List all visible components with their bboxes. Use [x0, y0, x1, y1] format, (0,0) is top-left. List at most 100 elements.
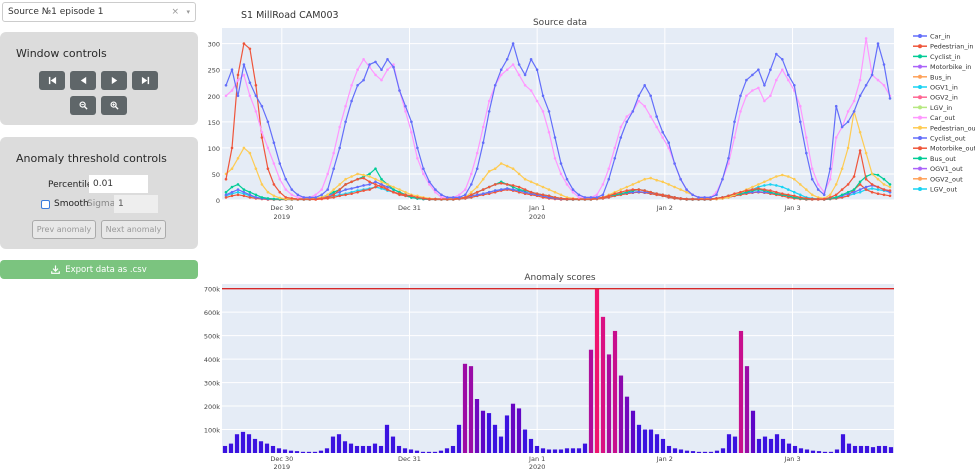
series-point [296, 193, 300, 197]
series-point [840, 125, 844, 129]
anomaly-bar [672, 448, 678, 453]
y-tick-label: 200k [204, 403, 220, 411]
series-point [882, 188, 886, 191]
series-point [422, 172, 425, 176]
series-point [864, 37, 868, 40]
series-point [834, 196, 838, 199]
zoom-out-button[interactable] [70, 96, 96, 115]
series-line-car_out [225, 38, 891, 198]
series-point [499, 68, 503, 71]
series-point [846, 146, 850, 150]
series-point [601, 193, 605, 197]
legend-marker [918, 54, 922, 59]
anomaly-bar [606, 354, 612, 453]
series-point [266, 197, 270, 200]
percentile-input[interactable]: 0.01 [89, 175, 148, 193]
series-point [805, 197, 808, 200]
series-point [428, 183, 431, 186]
series-point [631, 188, 635, 191]
next-anomaly-button[interactable]: Next anomaly [101, 220, 166, 239]
export-csv-button[interactable]: Export data as .csv [0, 260, 198, 279]
step-back-button[interactable] [70, 71, 96, 90]
series-point [374, 60, 377, 64]
skip-back-button[interactable] [39, 71, 65, 90]
series-point [410, 120, 413, 124]
skip-forward-button[interactable] [132, 71, 158, 90]
series-point [852, 110, 856, 113]
series-point [332, 151, 335, 155]
series-point [248, 190, 252, 194]
series-point [224, 190, 228, 194]
source-select[interactable]: Source №1 episode 1 × ▾ [2, 2, 196, 22]
series-point [858, 94, 862, 98]
series-point [529, 89, 533, 92]
series-point [787, 193, 790, 197]
series-point [637, 94, 641, 98]
series-point [314, 193, 317, 197]
series-point [852, 188, 856, 191]
series-point [481, 177, 485, 181]
legend-marker [918, 166, 922, 171]
series-point [326, 188, 329, 191]
series-point [230, 89, 234, 92]
series-point [840, 188, 844, 191]
series-point [374, 177, 377, 181]
zoom-in-button[interactable] [101, 96, 127, 115]
series-point [224, 193, 228, 197]
series-point [846, 190, 850, 194]
sigma-input[interactable]: 1 [114, 195, 158, 213]
series-point [876, 78, 880, 82]
series-point [236, 188, 240, 191]
series-point [493, 84, 497, 87]
zoom-in-icon [109, 101, 119, 110]
series-point [553, 136, 557, 139]
series-point [386, 183, 389, 186]
series-point [344, 188, 347, 191]
series-point [799, 193, 802, 197]
clear-icon[interactable]: × [171, 7, 179, 17]
series-point [272, 183, 276, 186]
anomaly-bar [516, 408, 522, 453]
series-point [242, 190, 246, 194]
series-point [320, 193, 323, 197]
anomaly-bar [234, 434, 240, 453]
series-point [541, 193, 545, 197]
series-point [248, 81, 252, 84]
series-point [338, 194, 341, 198]
prev-anomaly-button[interactable]: Prev anomaly [32, 220, 96, 239]
series-point [733, 192, 736, 195]
series-point [697, 196, 700, 199]
series-point [416, 146, 419, 150]
series-point [224, 196, 228, 199]
anomaly-bar [756, 438, 762, 453]
series-point [757, 68, 760, 71]
legend-entry: OGV1_in [930, 84, 958, 92]
series-point [727, 157, 730, 160]
anomaly-bar [648, 429, 654, 453]
chevron-down-icon[interactable]: ▾ [186, 8, 190, 16]
anomaly-bar [408, 449, 414, 453]
series-point [254, 193, 258, 197]
x-tick-label: Jan 3 [783, 204, 800, 212]
smooth-checkbox[interactable] [41, 200, 50, 209]
step-back-icon [80, 76, 86, 85]
series-point [571, 190, 575, 194]
series-point [511, 184, 515, 187]
series-point [834, 193, 838, 197]
series-point [284, 177, 288, 181]
legend-entry: OGV1_out [930, 165, 963, 173]
anomaly-bar [840, 434, 846, 453]
anomaly-bar [612, 330, 618, 453]
series-point [547, 110, 551, 113]
anomaly-bar [774, 434, 780, 453]
series-point [499, 73, 503, 77]
series-point [224, 177, 228, 181]
series-point [655, 125, 658, 129]
step-forward-button[interactable] [101, 71, 127, 90]
y-tick-label: 100k [204, 427, 220, 435]
series-point [487, 110, 491, 113]
series-point [368, 183, 371, 186]
y-tick-label: 700k [204, 286, 220, 294]
